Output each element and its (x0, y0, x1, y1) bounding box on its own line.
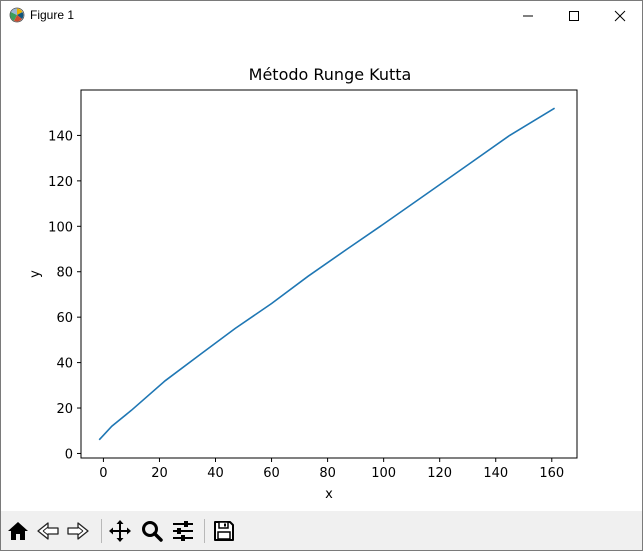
configure-subplots-button[interactable] (169, 517, 197, 545)
move-icon (109, 520, 131, 542)
floppy-disk-icon (214, 521, 234, 541)
y-tick-label: 40 (56, 357, 73, 372)
x-tick-label: 0 (99, 466, 107, 481)
y-tick-label: 60 (56, 311, 73, 326)
series-line (98, 107, 556, 441)
x-axis-label: x (325, 487, 333, 502)
maximize-button[interactable] (551, 1, 597, 31)
magnifier-icon (142, 521, 163, 542)
zoom-button[interactable] (138, 517, 166, 545)
home-icon (8, 522, 28, 540)
x-tick-label: 40 (207, 466, 224, 481)
maximize-icon (569, 11, 579, 21)
x-tick-label: 20 (151, 466, 168, 481)
forward-button[interactable] (64, 517, 92, 545)
navigation-toolbar (1, 511, 642, 550)
chart-title: Método Runge Kutta (249, 65, 412, 84)
forward-arrow-icon (67, 522, 89, 540)
back-button[interactable] (34, 517, 62, 545)
title-bar[interactable]: Figure 1 (1, 1, 642, 31)
chart: Método Runge Kutta 0 20 40 60 80 100 120 140 160… (28, 65, 578, 502)
close-icon (614, 10, 626, 22)
y-tick-label: 0 (65, 447, 73, 462)
x-tick-label: 120 (427, 466, 452, 481)
close-button[interactable] (597, 1, 642, 31)
y-tick-label: 140 (48, 129, 73, 144)
y-tick-label: 20 (56, 402, 73, 417)
x-tick-label: 100 (371, 466, 396, 481)
sliders-icon (173, 521, 193, 541)
x-tick-label: 80 (319, 466, 336, 481)
minimize-icon (523, 15, 533, 17)
x-tick-label: 140 (483, 466, 508, 481)
toolbar-separator (204, 519, 205, 543)
save-button[interactable] (210, 517, 238, 545)
matplotlib-logo-icon (9, 7, 25, 23)
y-tick-label: 80 (56, 266, 73, 281)
y-tick-label: 120 (48, 175, 73, 190)
toolbar-separator (101, 519, 102, 543)
pan-button[interactable] (106, 517, 134, 545)
minimize-button[interactable] (505, 1, 551, 31)
y-axis-label: y (28, 270, 43, 278)
x-tick-label: 160 (539, 466, 564, 481)
plot-area (80, 89, 578, 459)
back-arrow-icon (37, 522, 59, 540)
figure-canvas[interactable]: Método Runge Kutta 0 20 40 60 80 100 120 140 160… (1, 31, 642, 511)
window-title: Figure 1 (30, 8, 75, 22)
home-button[interactable] (4, 517, 32, 545)
y-tick-label: 100 (48, 220, 73, 235)
x-tick-label: 60 (263, 466, 280, 481)
